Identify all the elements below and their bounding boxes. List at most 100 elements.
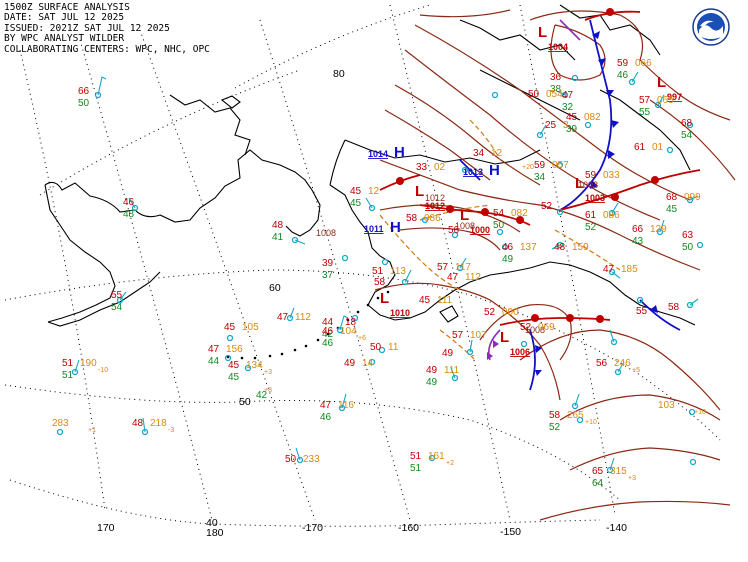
station-temperature: 48	[554, 242, 566, 253]
station-temperature: 54	[493, 208, 505, 219]
high-pressure-center: H	[489, 162, 500, 179]
station-temperature: 65	[592, 466, 604, 477]
latitude-label: 50	[239, 396, 251, 408]
station-pressure: 086	[424, 213, 441, 224]
isobar-9	[479, 303, 572, 361]
warm-front-3	[559, 169, 701, 211]
station-temperature: 47	[320, 400, 332, 411]
occluded-front-2	[559, 19, 581, 41]
station-temperature: 46	[123, 197, 135, 208]
station-pressure: 14	[362, 358, 374, 369]
station-temperature: 47	[277, 312, 289, 323]
station-temperature: 58	[406, 213, 418, 224]
station-pressure: 086	[603, 210, 620, 221]
longitude-label: -150	[500, 526, 521, 538]
station-temperature: 52	[520, 322, 532, 333]
graticule	[4, 4, 721, 527]
warm-front-bumps	[396, 8, 659, 323]
station-dewpoint: 46	[617, 70, 629, 81]
station-temperature: 45	[224, 322, 236, 333]
low-pressure-center: L	[538, 24, 547, 41]
station-temperature: 46	[322, 326, 334, 337]
pressure-value: 1013	[463, 167, 483, 177]
station-pressure: 233	[303, 454, 320, 465]
station-wind-barbs	[74, 71, 699, 471]
low-pressure-center: L	[575, 175, 584, 192]
latitude-label: 60	[269, 282, 281, 294]
station-temperature: 55	[636, 306, 648, 317]
kamchatka-coast	[44, 184, 116, 323]
latitude-label: 40	[206, 517, 218, 529]
station-temperature: 57	[437, 262, 449, 273]
station-dewpoint: 39	[566, 124, 578, 135]
station-pressure: 105	[242, 322, 259, 333]
station-temperature: 52	[484, 307, 496, 318]
station-temperature: 68	[666, 192, 678, 203]
station-pressure: 283	[52, 418, 69, 429]
station-pressure: 111	[444, 365, 460, 376]
station-temperature: 50	[528, 89, 540, 100]
isobar-17	[550, 24, 606, 81]
station-pressure: 033	[603, 170, 620, 181]
station-pressure: 112	[465, 272, 481, 283]
isobar-15	[639, 59, 731, 121]
canadian-archipelago-1	[559, 4, 661, 56]
pressure-value: 1003	[585, 193, 605, 203]
station-temperature: 55	[111, 290, 123, 301]
station-pressure: 103	[658, 400, 675, 411]
header-issued: ISSUED: 2021Z SAT JUL 12 2025	[4, 22, 170, 34]
coastlines	[44, 4, 696, 327]
station-temperature: 58	[549, 410, 561, 421]
station-pressure: 057	[552, 160, 569, 171]
station-pressure: 129	[650, 224, 667, 235]
longitude-label: -140	[606, 522, 627, 534]
isobar-8	[374, 282, 561, 401]
isobar-10	[519, 329, 721, 411]
station-dewpoint: 51	[410, 463, 422, 474]
station-dewpoint: 50	[493, 220, 505, 231]
station-dewpoint: 44	[208, 356, 220, 367]
isobar-4	[384, 109, 491, 181]
isobar-1	[414, 24, 691, 201]
station-pressure-tendency: +20	[522, 164, 534, 171]
isobar-label: 1012	[425, 193, 445, 203]
station-temperature: 51	[410, 451, 422, 462]
station-temperature: 50	[285, 454, 297, 465]
isobar-label: 1008	[455, 221, 475, 231]
station-temperature: 45	[566, 112, 578, 123]
station-temperature: 49	[344, 358, 356, 369]
station-temperature: 45	[419, 295, 431, 306]
latitude-label: 80	[333, 68, 345, 80]
station-pressure: 159	[572, 242, 589, 253]
isobar-3	[394, 84, 541, 186]
station-temperature: 61	[634, 142, 646, 153]
longitude-label: -160	[398, 522, 419, 534]
station-dewpoint: 38	[550, 84, 562, 95]
station-temperature: 18	[345, 317, 357, 328]
station-dewpoint: 37	[322, 270, 334, 281]
station-pressure: 000	[502, 307, 519, 318]
cold-front-barbs	[535, 31, 658, 376]
pressure-value: 997	[667, 92, 682, 102]
station-dewpoint: 34	[534, 172, 546, 183]
station-temperature: 52	[541, 201, 553, 212]
station-pressure: 02	[434, 162, 446, 173]
station-dewpoint: 49	[426, 377, 438, 388]
high-pressure-center: H	[390, 219, 401, 236]
latitude-line-70	[39, 69, 301, 196]
alaska-peninsula	[367, 271, 511, 321]
station-pressure-tendency: +3	[264, 369, 272, 376]
low-pressure-center: L	[460, 207, 469, 224]
pressure-value: 1004	[548, 42, 568, 52]
cold-front-3	[529, 329, 536, 391]
isobars	[374, 9, 736, 521]
station-temperature: 39	[322, 258, 334, 269]
pressure-value: 1000	[470, 225, 490, 235]
station-dewpoint: 42	[256, 390, 268, 401]
station-pressure: 066	[635, 58, 652, 69]
isobar-16	[649, 99, 736, 181]
alaska-west-coast	[329, 184, 396, 306]
station-pressure: 11	[388, 342, 399, 353]
station-pressure: 156	[226, 344, 243, 355]
